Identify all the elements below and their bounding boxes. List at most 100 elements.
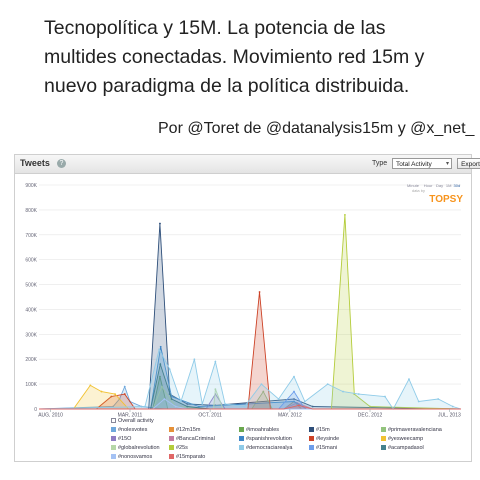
x-tick-label: AUG, 2010 [38, 413, 63, 418]
data-point [123, 393, 126, 395]
y-tick-label: 0 [34, 407, 37, 413]
legend-item[interactable]: #leysinde [309, 436, 339, 442]
series-line [39, 223, 462, 410]
checkbox-checked-icon[interactable] [169, 454, 174, 459]
data-point [297, 404, 300, 407]
checkbox-checked-icon[interactable] [381, 445, 386, 450]
data-point [357, 393, 360, 395]
checkbox-checked-icon[interactable] [239, 436, 244, 441]
legend-item[interactable]: #nolesvotes [111, 427, 147, 433]
legend-label: #globalrevolution [118, 445, 160, 451]
x-tick-label: DEC, 2012 [358, 413, 383, 418]
legend-item[interactable]: #15mani [309, 445, 337, 451]
series--15mparato [39, 404, 461, 410]
legend-item[interactable]: #imoahrables [239, 427, 279, 433]
y-tick-label: 400K [25, 307, 37, 313]
data-point [224, 403, 226, 405]
data-point [158, 348, 161, 351]
type-select[interactable]: Total Activity ▾ [392, 158, 452, 169]
data-point [451, 405, 454, 408]
info-icon[interactable]: ? [57, 159, 66, 168]
data-point [159, 222, 161, 225]
legend-item[interactable]: #25s [169, 445, 188, 451]
checkbox-empty-icon[interactable] [111, 418, 116, 423]
zoom-option[interactable]: 1M [446, 183, 452, 188]
legend-item[interactable]: #15O [111, 436, 131, 442]
checkbox-checked-icon[interactable] [111, 436, 116, 441]
series--15m [39, 222, 462, 410]
x-tick-label: MAR, 2011 [118, 413, 143, 418]
panel-header: Tweets ? Type Total Activity ▾ Export [15, 155, 480, 174]
legend-item[interactable]: #15mparato [169, 454, 205, 460]
data-point [384, 395, 386, 398]
data-point [277, 398, 280, 400]
chart-grid [39, 184, 461, 410]
legend-item[interactable]: Overall activity [111, 418, 154, 424]
checkbox-checked-icon[interactable] [381, 436, 386, 441]
legend-item[interactable]: #nonosvamos [111, 454, 152, 460]
data-point [293, 390, 295, 393]
legend-item[interactable]: #yesweecamp [381, 436, 423, 442]
export-button[interactable]: Export [457, 158, 480, 169]
data-point [303, 400, 306, 403]
data-point [293, 400, 295, 403]
legend-item[interactable]: #primaveravalenciana [381, 427, 442, 433]
data-point [258, 291, 261, 293]
zoom-controls: Minute Hour Day 1M 30d [407, 183, 460, 188]
data-point [344, 213, 346, 216]
chevron-down-icon: ▾ [445, 161, 449, 167]
checkbox-checked-icon[interactable] [381, 427, 386, 432]
legend-label: #BancaCriminal [176, 436, 215, 442]
data-point [100, 390, 103, 393]
legend-item[interactable]: #democraciarealya [239, 445, 292, 451]
byline: Por @Toret de @datanalysis15m y @x_net_ [158, 120, 475, 137]
checkbox-checked-icon[interactable] [111, 427, 116, 432]
data-point [417, 400, 420, 403]
checkbox-checked-icon[interactable] [239, 445, 244, 450]
type-label: Type [372, 160, 388, 167]
legend-item[interactable]: #15m [309, 427, 330, 433]
legend-item[interactable]: #globalrevolution [111, 445, 160, 451]
checkbox-checked-icon[interactable] [169, 445, 174, 450]
legend-label: #15mparato [176, 454, 206, 460]
series-line [38, 348, 462, 410]
legend-label: #15m [316, 427, 330, 433]
panel-title: Tweets [20, 158, 50, 168]
legend-item[interactable]: #acampadasol [381, 445, 424, 451]
legend-item[interactable]: #BancaCriminal [169, 436, 215, 442]
checkbox-checked-icon[interactable] [169, 436, 174, 441]
y-axis: 0 100K 200K 300K 400K 500K 600K 700K 800K 900K [25, 183, 37, 413]
y-tick-label: 200K [25, 357, 37, 363]
data-point [311, 405, 314, 408]
data-point [214, 388, 217, 390]
x-tick-label: JUL, 2013 [438, 413, 461, 418]
checkbox-checked-icon[interactable] [309, 445, 314, 450]
zoom-option[interactable]: 30d [454, 183, 461, 188]
series-area [39, 385, 461, 409]
legend-label: #acampadasol [388, 445, 424, 451]
title-line-2: multides conectadas. Movimiento red 15m … [44, 46, 425, 68]
legend-label: #15mani [316, 445, 338, 451]
data-point [214, 360, 217, 363]
zoom-option[interactable]: Hour [424, 183, 433, 188]
zoom-option[interactable]: Minute [407, 183, 420, 188]
legend-item[interactable]: #12m15m [169, 427, 200, 433]
y-tick-label: 700K [25, 233, 37, 239]
tweets-chart: 0 100K 200K 300K 400K 500K 600K 700K 800K 900K AU… [25, 183, 463, 418]
x-tick-label: OCT, 2011 [198, 413, 222, 418]
checkbox-checked-icon[interactable] [111, 445, 116, 450]
legend-label: #yesweecamp [388, 436, 424, 442]
chart-series [38, 213, 462, 410]
data-point [180, 400, 182, 403]
zoom-option[interactable]: Day [436, 183, 443, 188]
series-area [39, 386, 165, 409]
checkbox-checked-icon[interactable] [111, 454, 116, 459]
data-point [197, 405, 200, 408]
checkbox-checked-icon[interactable] [239, 427, 244, 432]
x-tick-label: MAY, 2012 [278, 413, 302, 418]
legend-item[interactable]: #spanishrevolution [239, 436, 292, 442]
checkbox-checked-icon[interactable] [169, 427, 174, 432]
data-point [186, 405, 189, 408]
checkbox-checked-icon[interactable] [309, 436, 314, 441]
checkbox-checked-icon[interactable] [309, 427, 314, 432]
